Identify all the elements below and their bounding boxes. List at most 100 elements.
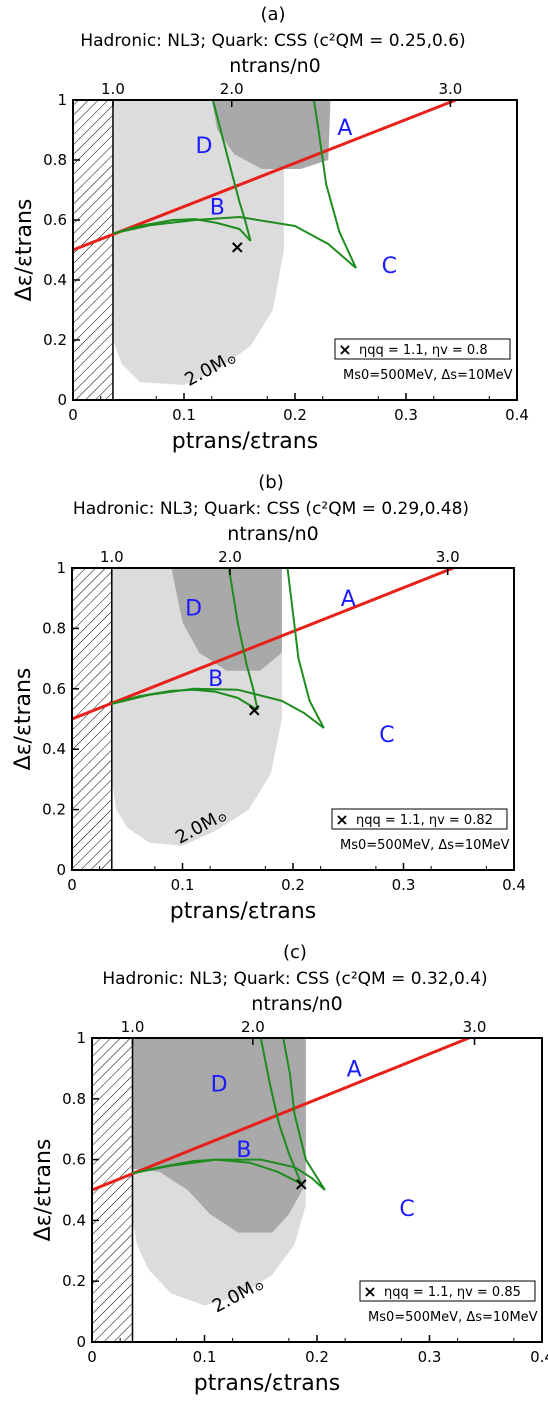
green-curve-2 bbox=[286, 568, 325, 729]
region-label-c: C bbox=[379, 723, 394, 748]
top-tick-label: 1.0 bbox=[101, 80, 125, 98]
region-label-b: B bbox=[208, 667, 223, 692]
x-tick-label: 0.2 bbox=[305, 1348, 329, 1366]
y-tick-label: 1 bbox=[56, 559, 66, 577]
region-label-d: D bbox=[196, 134, 213, 159]
top-tick-label: 3.0 bbox=[438, 80, 462, 98]
green-curve-1 bbox=[227, 568, 259, 711]
chart-title: Hadronic: NL3; Quark: CSS (c²QM = 0.32,0… bbox=[102, 969, 487, 989]
chart-title: Hadronic: NL3; Quark: CSS (c²QM = 0.29,0… bbox=[73, 499, 469, 519]
x-tick-label: 0.1 bbox=[172, 406, 196, 424]
y-tick-label: 1 bbox=[57, 91, 67, 109]
y-tick-label: 0.4 bbox=[62, 1211, 86, 1229]
x-tick-label: 0 bbox=[67, 876, 77, 894]
green-curve-4 bbox=[111, 687, 325, 729]
x-tick-label: 0.4 bbox=[502, 876, 526, 894]
x-tick-label: 0.2 bbox=[281, 876, 305, 894]
sun-dot bbox=[258, 1285, 261, 1288]
sun-symbol bbox=[255, 1282, 264, 1291]
green-curve-1 bbox=[211, 100, 252, 242]
region-label-b: B bbox=[236, 1138, 251, 1163]
marker-x: × bbox=[294, 1174, 309, 1195]
dark-region bbox=[211, 100, 331, 169]
y-tick-label: 0.6 bbox=[42, 680, 66, 698]
y-tick-label: 0.6 bbox=[62, 1151, 86, 1169]
chart-title: Hadronic: NL3; Quark: CSS (c²QM = 0.25,0… bbox=[80, 31, 465, 51]
y-tick-label: 0.4 bbox=[43, 271, 67, 289]
top-tick-label: 2.0 bbox=[220, 80, 244, 98]
panel-label: (b) bbox=[258, 472, 283, 493]
region-label-a: A bbox=[347, 1057, 362, 1082]
legend-text-1: ηqq = 1.1, ηv = 0.8 bbox=[359, 343, 488, 358]
region-label-c: C bbox=[382, 254, 397, 279]
y-tick-label: 0.8 bbox=[62, 1090, 86, 1108]
mass-region bbox=[113, 100, 284, 385]
top-tick-label: 2.0 bbox=[241, 1018, 265, 1036]
y-axis-label: Δε/εtrans bbox=[31, 1139, 56, 1242]
red-line bbox=[72, 568, 454, 721]
top-tick-label: 2.0 bbox=[218, 548, 242, 566]
top-axis-label: ntrans/n0 bbox=[227, 523, 318, 545]
region-label-a: A bbox=[337, 116, 352, 141]
x-tick-label: 0 bbox=[68, 406, 78, 424]
dark-region bbox=[171, 568, 282, 671]
green-curve-1 bbox=[259, 1038, 303, 1185]
top-axis-label: ntrans/n0 bbox=[229, 55, 320, 77]
legend-marker: × bbox=[363, 1282, 376, 1301]
legend-text-2: Ms0=500MeV, Δs=10MeV bbox=[368, 1310, 538, 1325]
red-line bbox=[92, 1038, 470, 1192]
x-axis-label: ptrans/εtrans bbox=[194, 1371, 340, 1396]
y-tick-label: 0.2 bbox=[43, 331, 67, 349]
y-tick-label: 0.4 bbox=[42, 740, 66, 758]
x-tick-label: 0.3 bbox=[418, 1348, 442, 1366]
y-tick-label: 0.6 bbox=[43, 211, 67, 229]
hatched-region bbox=[92, 1038, 133, 1342]
x-tick-label: 0.4 bbox=[505, 406, 529, 424]
y-tick-label: 1 bbox=[76, 1029, 86, 1047]
sun-symbol bbox=[218, 814, 227, 822]
region-label-a: A bbox=[341, 587, 356, 612]
legend-text-2: Ms0=500MeV, Δs=10MeV bbox=[340, 838, 510, 853]
y-tick-label: 0.8 bbox=[42, 619, 66, 637]
legend-marker: × bbox=[338, 340, 351, 359]
top-axis-label: ntrans/n0 bbox=[251, 993, 342, 1015]
chart-panel-1: (a) Hadronic: NL3; Quark: CSS (c²QM = 0.2… bbox=[12, 4, 529, 454]
region-label-d: D bbox=[185, 596, 202, 621]
legend-text-2: Ms0=500MeV, Δs=10MeV bbox=[343, 368, 513, 383]
x-axis-label: ptrans/εtrans bbox=[170, 899, 316, 924]
x-tick-label: 0.2 bbox=[283, 406, 307, 424]
y-tick-label: 0.2 bbox=[42, 801, 66, 819]
y-axis-label: Δε/εtrans bbox=[12, 199, 37, 302]
y-tick-label: 0.2 bbox=[62, 1272, 86, 1290]
y-tick-label: 0 bbox=[56, 861, 66, 879]
y-tick-label: 0 bbox=[76, 1333, 86, 1351]
top-tick-label: 1.0 bbox=[121, 1018, 145, 1036]
x-tick-label: 0.1 bbox=[193, 1348, 217, 1366]
legend-text-1: ηqq = 1.1, ηv = 0.85 bbox=[384, 1285, 521, 1300]
region-label-b: B bbox=[210, 196, 225, 221]
top-tick-label: 3.0 bbox=[463, 1018, 487, 1036]
hatched-region bbox=[72, 568, 112, 870]
sun-dot bbox=[230, 359, 233, 362]
x-tick-label: 0 bbox=[87, 1348, 97, 1366]
panel-label: (a) bbox=[260, 4, 285, 25]
x-tick-label: 0.1 bbox=[171, 876, 195, 894]
x-tick-label: 0.4 bbox=[530, 1348, 548, 1366]
region-label-c: C bbox=[399, 1197, 414, 1222]
chart-panel-2: (b) Hadronic: NL3; Quark: CSS (c²QM = 0.2… bbox=[11, 472, 526, 924]
marker-x: × bbox=[230, 237, 245, 258]
dark-region bbox=[132, 1038, 306, 1233]
chart-panel-3: (c) Hadronic: NL3; Quark: CSS (c²QM = 0.3… bbox=[31, 942, 548, 1396]
y-tick-label: 0.8 bbox=[43, 151, 67, 169]
green-curve-2 bbox=[282, 1038, 326, 1191]
x-axis-label: ptrans/εtrans bbox=[172, 429, 318, 454]
x-tick-label: 0.3 bbox=[394, 406, 418, 424]
legend-box bbox=[334, 338, 511, 360]
y-axis-label: Δε/εtrans bbox=[11, 668, 36, 771]
x-tick-label: 0.3 bbox=[392, 876, 416, 894]
top-tick-label: 1.0 bbox=[100, 548, 124, 566]
